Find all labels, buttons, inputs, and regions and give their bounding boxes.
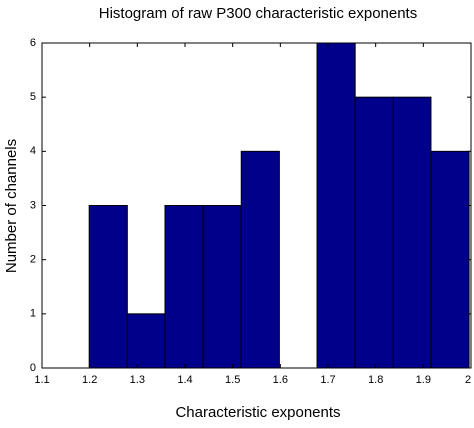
x-tick-label: 1.8 [368,374,383,386]
x-tick-label: 1.4 [177,374,192,386]
x-tick-label: 2 [465,374,471,386]
chart-title: Histogram of raw P300 characteristic exp… [99,5,417,22]
x-tick-label: 1.7 [320,374,335,386]
y-axis-label: Number of channels [3,139,20,273]
bar [126,313,166,369]
bar [430,150,470,369]
x-tick-label: 1.3 [130,374,145,386]
y-tick-label: 2 [30,254,36,266]
x-tick-label: 1.9 [416,374,431,386]
y-tick-label: 6 [30,37,36,49]
bar [354,96,394,369]
bar [240,150,280,369]
bar [164,205,204,369]
bar [88,205,128,369]
bar [202,205,242,369]
x-tick-label: 1.1 [34,374,49,386]
x-tick-label: 1.2 [82,374,97,386]
x-axis-label: Characteristic exponents [175,404,340,421]
y-tick-label: 5 [30,91,36,103]
y-tick-label: 4 [30,145,36,157]
x-tick-label: 1.5 [225,374,240,386]
bar [316,42,356,369]
y-tick-label: 3 [30,199,36,211]
bar [392,96,432,369]
y-tick-label: 0 [30,362,36,374]
x-tick-label: 1.6 [273,374,288,386]
y-tick-label: 1 [30,308,36,320]
